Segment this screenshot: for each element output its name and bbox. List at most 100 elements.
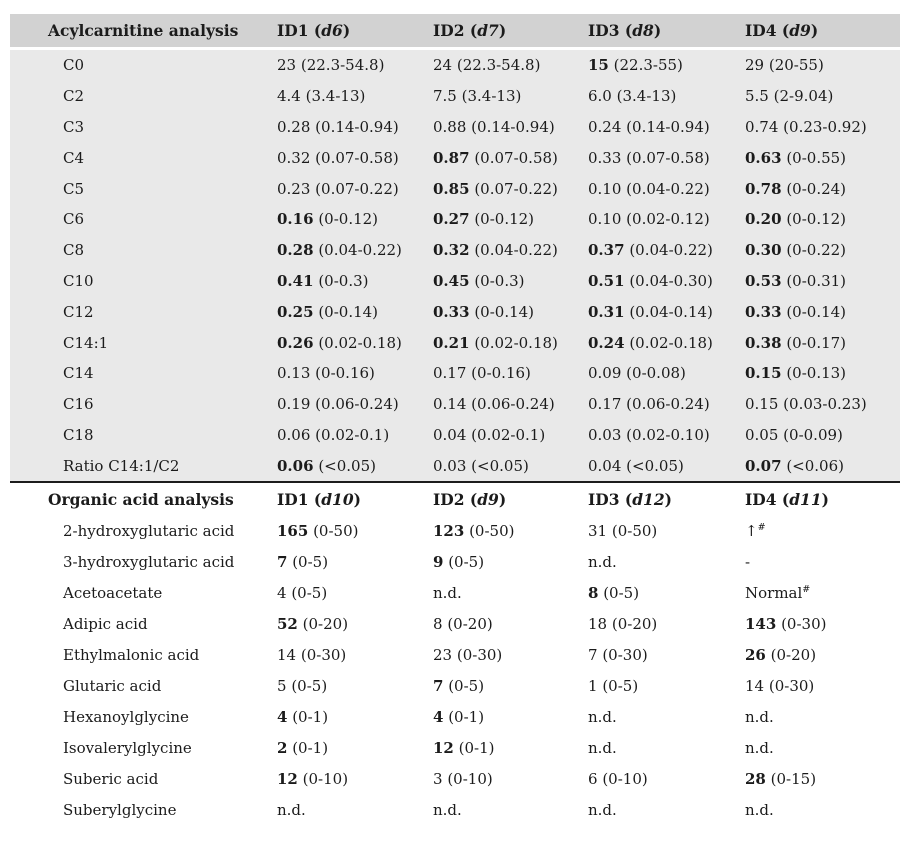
value-cell: 0.03 (0.02-0.10) xyxy=(588,426,745,444)
value-cell: 8 (0-20) xyxy=(433,615,588,633)
paren-open: ( xyxy=(308,489,322,509)
table-row: C6 0.16 (0-0.12) 0.27 (0-0.12) 0.10 (0.02-0… xyxy=(10,203,900,235)
row-label: C14 xyxy=(63,364,94,383)
reference-range: (<0.05) xyxy=(621,456,684,475)
reference-range: (0.06-0.24) xyxy=(621,395,710,414)
value-cell: 0.87 (0.07-0.58) xyxy=(433,149,588,167)
cell-value: 0.10 xyxy=(588,179,622,198)
value-cell: 0.28 (0.14-0.94) xyxy=(277,118,433,136)
cell-value: 0.19 xyxy=(277,395,311,414)
reference-range: (0.14-0.94) xyxy=(466,117,555,136)
table-row: C14:1 0.26 (0.02-0.18) 0.21 (0.02-0.18) 0.2… xyxy=(10,327,900,358)
value-cell: Normal# xyxy=(745,584,900,602)
cell-value: 0.30 xyxy=(745,241,782,260)
reference-range: (0-30) xyxy=(764,676,815,695)
column-header-id4: ID4 (d9) xyxy=(745,21,900,40)
cell-value: 0.26 xyxy=(277,333,314,352)
cell-value: 0.87 xyxy=(433,148,470,167)
value-cell: n.d. xyxy=(588,553,745,571)
cell-value: 52 xyxy=(277,614,298,633)
row-label: C6 xyxy=(63,210,85,229)
cell-value: 4.4 xyxy=(277,87,301,106)
cell-value: 0.27 xyxy=(433,210,470,229)
value-cell: 0.37 (0.04-0.22) xyxy=(588,241,745,259)
cell-value: n.d. xyxy=(588,738,617,757)
reference-range: (0-0.22) xyxy=(781,241,847,260)
table-row: C16 0.19 (0.06-0.24) 0.14 (0.06-0.24) 0.17 … xyxy=(10,388,900,420)
reference-range: (0-0.12) xyxy=(469,210,535,229)
table-row: Acetoacetate 4 (0-5) n.d. 8 (0-5) Normal# xyxy=(10,577,900,609)
cell-value: n.d. xyxy=(588,707,617,726)
table-row: Suberylglycine n.d. n.d. n.d. n.d. xyxy=(10,794,900,826)
cell-value: n.d. xyxy=(277,800,306,819)
cell-value: 0.28 xyxy=(277,117,311,136)
reference-range: (0-5) xyxy=(287,552,329,571)
table-row: Hexanoylglycine 4 (0-1) 4 (0-1) n.d. n.d. xyxy=(10,701,900,733)
reference-range: (0-1) xyxy=(287,738,329,757)
reference-range: (0.02-0.12) xyxy=(621,210,710,229)
column-header-id1: ID1 (d10) xyxy=(277,490,433,509)
reference-range: (0-1) xyxy=(443,707,485,726)
value-cell: 4 (0-5) xyxy=(277,584,433,602)
column-id: ID3 xyxy=(588,489,620,509)
reference-range: (0-50) xyxy=(464,521,515,540)
reference-range: (0.23-0.92) xyxy=(778,117,867,136)
row-label: Ethylmalonic acid xyxy=(63,645,200,664)
value-cell: 0.85 (0.07-0.22) xyxy=(433,180,588,198)
value-cell: 2 (0-1) xyxy=(277,739,433,757)
cell-value: 0.05 xyxy=(745,425,779,444)
cell-value: 0.74 xyxy=(745,117,779,136)
cell-value: 0.32 xyxy=(277,148,311,167)
row-label: C4 xyxy=(63,148,85,167)
value-cell: 7 (0-5) xyxy=(277,553,433,571)
column-id: ID1 xyxy=(277,21,309,40)
cell-value: 0.51 xyxy=(588,271,625,290)
value-cell: 0.14 (0.06-0.24) xyxy=(433,395,588,413)
cell-value: 0.24 xyxy=(588,333,625,352)
value-cell: 52 (0-20) xyxy=(277,615,433,633)
reference-range: (3.4-13) xyxy=(611,87,677,106)
reference-range: (0.04-0.22) xyxy=(469,241,558,260)
row-label: Hexanoylglycine xyxy=(63,707,189,726)
reference-range: (0-0.08) xyxy=(621,364,686,383)
reference-range: (22.3-54.8) xyxy=(296,56,385,75)
paren-open: ( xyxy=(776,21,790,40)
value-cell: 14 (0-30) xyxy=(745,677,900,695)
value-cell: 0.41 (0-0.3) xyxy=(277,272,433,290)
table-row: C8 0.28 (0.04-0.22) 0.32 (0.04-0.22) 0.37 (… xyxy=(10,234,900,266)
table-row: Ethylmalonic acid 14 (0-30) 23 (0-30) 7 (0-… xyxy=(10,639,900,671)
value-cell: 0.26 (0.02-0.18) xyxy=(277,334,433,352)
cell-value: n.d. xyxy=(433,800,462,819)
value-cell: 8 (0-5) xyxy=(588,584,745,602)
table-row: C12 0.25 (0-0.14) 0.33 (0-0.14) 0.31 (0.04-… xyxy=(10,296,900,328)
value-cell: 0.06 (0.02-0.1) xyxy=(277,426,433,444)
value-cell: n.d. xyxy=(588,739,745,757)
reference-range: (0.06-0.24) xyxy=(466,395,555,414)
value-cell: 0.53 (0-0.31) xyxy=(745,272,900,290)
value-cell: 0.15 (0-0.13) xyxy=(745,364,900,382)
reference-range: (0-0.12) xyxy=(313,210,379,229)
value-cell: 0.19 (0.06-0.24) xyxy=(277,395,433,413)
value-cell: 0.24 (0.02-0.18) xyxy=(588,334,745,352)
cell-value: 14 xyxy=(745,676,765,695)
value-cell: 0.10 (0.04-0.22) xyxy=(588,180,745,198)
cell-value: 26 xyxy=(745,645,766,664)
value-cell: 0.28 (0.04-0.22) xyxy=(277,241,433,259)
cell-value: 0.21 xyxy=(433,333,470,352)
paren-close: ) xyxy=(810,21,819,40)
cell-value: 0.88 xyxy=(433,117,467,136)
reference-range: (0.02-0.18) xyxy=(313,333,402,352)
table-row: C14 0.13 (0-0.16) 0.17 (0-0.16) 0.09 (0-0.0… xyxy=(10,357,900,389)
cell-value: 2 xyxy=(277,738,288,757)
cell-value: 0.31 xyxy=(588,302,625,321)
cell-value: 0.16 xyxy=(277,210,314,229)
reference-range: (0-5) xyxy=(443,676,485,695)
cell-value: 7.5 xyxy=(433,87,457,106)
reference-range: (0-10) xyxy=(597,769,648,788)
cell-value: 0.53 xyxy=(745,271,782,290)
value-cell: 0.17 (0.06-0.24) xyxy=(588,395,745,413)
value-cell: 0.74 (0.23-0.92) xyxy=(745,118,900,136)
reference-range: (0.02-0.1) xyxy=(310,425,390,444)
reference-range: (0.04-0.30) xyxy=(624,271,713,290)
paren-close: ) xyxy=(664,489,672,509)
